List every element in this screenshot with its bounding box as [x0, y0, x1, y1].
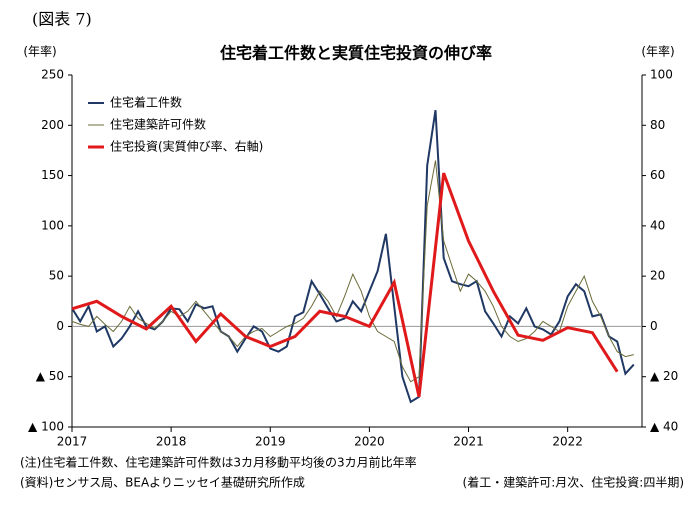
series-line	[71, 160, 634, 383]
y2-tick-label: ▲ 40	[650, 420, 678, 434]
note: (注)住宅着工件数、住宅建築許可件数は3カ月移動平均後の3カ月前比年率	[20, 455, 417, 470]
y-tick-label: 250	[41, 68, 64, 82]
y-tick-label: 50	[49, 269, 64, 283]
legend-label: 住宅投資(実質伸び率、右軸)	[110, 139, 263, 154]
y-tick-label: ▲ 50	[36, 369, 64, 383]
y-tick-label: ▲ 100	[28, 420, 64, 434]
legend-label: 住宅建築許可件数	[110, 117, 206, 132]
x-tick-label: 2021	[453, 435, 484, 449]
y2-axis-label: (年率)	[641, 44, 674, 59]
x-tick-label: 2017	[57, 435, 88, 449]
y2-tick-label: 40	[650, 218, 665, 232]
x-tick-label: 2022	[552, 435, 583, 449]
y2-tick-label: 80	[650, 118, 665, 132]
y-tick-label: 150	[41, 168, 64, 182]
series-line	[71, 110, 635, 404]
y-tick-label: 100	[41, 218, 64, 232]
y2-tick-label: 0	[650, 319, 658, 333]
legend-label: 住宅着工件数	[110, 95, 182, 110]
x-tick-label: 2019	[255, 435, 286, 449]
x-tick-label: 2020	[354, 435, 385, 449]
y2-tick-label: 60	[650, 168, 665, 182]
figure-label: (図表 7)	[32, 10, 92, 29]
frequency-note: (着工・建築許可:月次、住宅投資:四半期)	[463, 475, 684, 490]
y2-tick-label: 100	[650, 68, 673, 82]
y2-tick-label: 20	[650, 269, 665, 283]
y2-tick-label: ▲ 20	[650, 369, 678, 383]
series-line	[71, 172, 619, 398]
x-tick-label: 2018	[156, 435, 187, 449]
y-tick-label: 200	[41, 118, 64, 132]
chart-title: 住宅着工件数と実質住宅投資の伸び率	[220, 44, 492, 63]
source: (資料)センサス局、BEAよりニッセイ基礎研究所作成	[20, 475, 305, 490]
y-axis-label: (年率)	[23, 44, 56, 59]
y-tick-label: 0	[56, 319, 64, 333]
